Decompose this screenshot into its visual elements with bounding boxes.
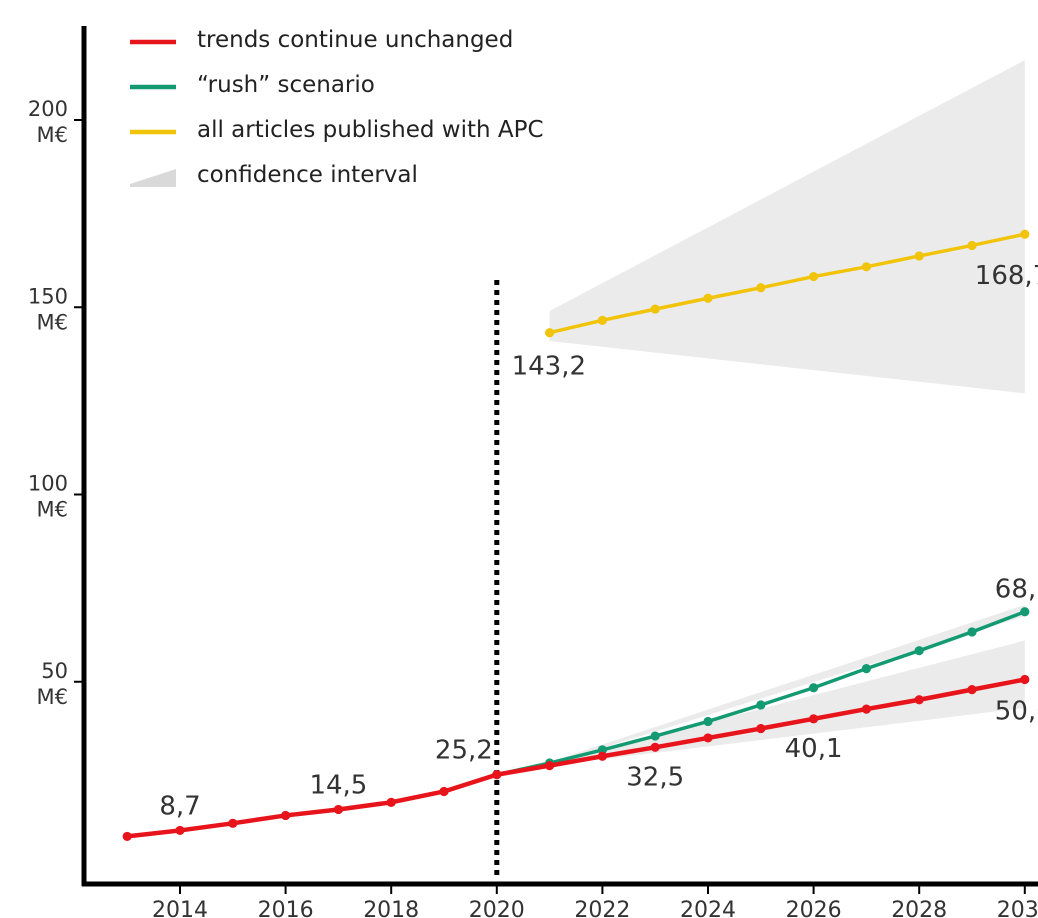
data-label-layer: 8,7 14,5 25,2 32,5 40,1 50,6 68,7 143,2 168,7	[159, 261, 1038, 821]
x-tick-label: 2022	[574, 898, 630, 918]
data-point-apc	[545, 328, 555, 338]
data-point-trend	[967, 685, 977, 695]
axes-layer: 20142016201820202022202420262028203050M€…	[28, 26, 1038, 918]
data-point-rush	[809, 683, 819, 693]
y-tick-label: 150	[28, 284, 68, 308]
data-point-rush	[703, 716, 713, 727]
data-point-trend	[333, 804, 343, 815]
data-point-apc	[597, 315, 608, 325]
x-tick-label: 2030	[997, 898, 1038, 918]
data-point-rush	[650, 731, 660, 741]
data-point-trend	[281, 810, 291, 821]
x-tick-label: 2028	[891, 898, 947, 918]
y-tick-label: 200	[28, 97, 68, 121]
data-label-trend: 50,6	[995, 697, 1038, 727]
data-point-trend	[386, 797, 396, 807]
data-label-trend: 8,7	[159, 791, 200, 821]
x-tick-label: 2016	[258, 898, 314, 918]
x-tick-label: 2024	[680, 898, 736, 918]
data-point-trend	[914, 695, 924, 705]
data-point-trend	[175, 825, 185, 836]
data-label-trend: 14,5	[309, 770, 367, 800]
data-point-rush	[756, 700, 766, 710]
data-point-apc	[1020, 229, 1030, 239]
data-point-trend	[861, 704, 872, 714]
data-point-rush	[967, 627, 977, 637]
legend-label-confidence: confidence interval	[197, 162, 418, 188]
confidence-interval-trend	[549, 640, 1025, 766]
y-tick-unit: M€	[37, 498, 68, 522]
series-line-trend	[126, 677, 1026, 839]
legend-label-rush: “rush” scenario	[197, 72, 375, 98]
data-point-trend	[756, 723, 766, 734]
data-label-apc: 168,7	[975, 261, 1038, 291]
data-point-rush	[914, 646, 924, 656]
data-point-trend	[809, 714, 819, 724]
data-point-trend	[650, 742, 660, 752]
series-line-apc	[549, 232, 1026, 335]
data-label-rush: 68,7	[995, 575, 1038, 605]
data-label-apc: 143,2	[512, 352, 586, 382]
y-tick-unit: M€	[37, 123, 68, 147]
data-point-trend	[703, 733, 713, 743]
data-point-apc	[756, 283, 766, 293]
data-point-trend	[1020, 674, 1030, 685]
data-point-apc	[650, 304, 660, 314]
y-tick-unit: M€	[37, 685, 68, 709]
data-point-apc	[861, 262, 872, 272]
legend-label-trend: trends continue unchanged	[197, 27, 513, 53]
data-point-apc	[703, 293, 713, 303]
legend-swatch-confidence	[130, 169, 176, 187]
data-point-apc	[809, 271, 819, 282]
data-label-trend: 40,1	[785, 734, 843, 764]
data-point-trend	[597, 751, 608, 761]
x-tick-label: 2020	[469, 898, 525, 918]
y-tick-label: 100	[28, 472, 68, 496]
data-point-apc	[914, 251, 924, 261]
data-label-trend: 32,5	[626, 762, 684, 792]
confidence-interval-apc	[549, 60, 1025, 394]
legend-label-apc: all articles published with APC	[197, 117, 544, 143]
confidence-interval-rush	[549, 604, 1025, 765]
x-tick-label: 2018	[363, 898, 419, 918]
data-point-trend	[439, 786, 449, 797]
data-point-trend	[228, 818, 238, 828]
data-point-rush	[861, 664, 872, 674]
confidence-interval-layer	[549, 60, 1025, 766]
x-tick-label: 2014	[152, 898, 208, 918]
legend: trends continue unchanged “rush” scenario…	[130, 27, 544, 188]
x-tick-label: 2026	[786, 898, 842, 918]
y-tick-label: 50	[41, 659, 68, 683]
y-tick-unit: M€	[37, 310, 68, 334]
series-layer	[122, 229, 1030, 842]
data-point-rush	[1020, 607, 1030, 617]
data-point-trend	[492, 770, 502, 780]
data-point-trend	[122, 831, 132, 842]
data-point-trend	[545, 761, 555, 771]
data-label-trend: 25,2	[435, 736, 493, 766]
data-point-apc	[967, 240, 977, 251]
data-point-rush	[597, 745, 608, 755]
